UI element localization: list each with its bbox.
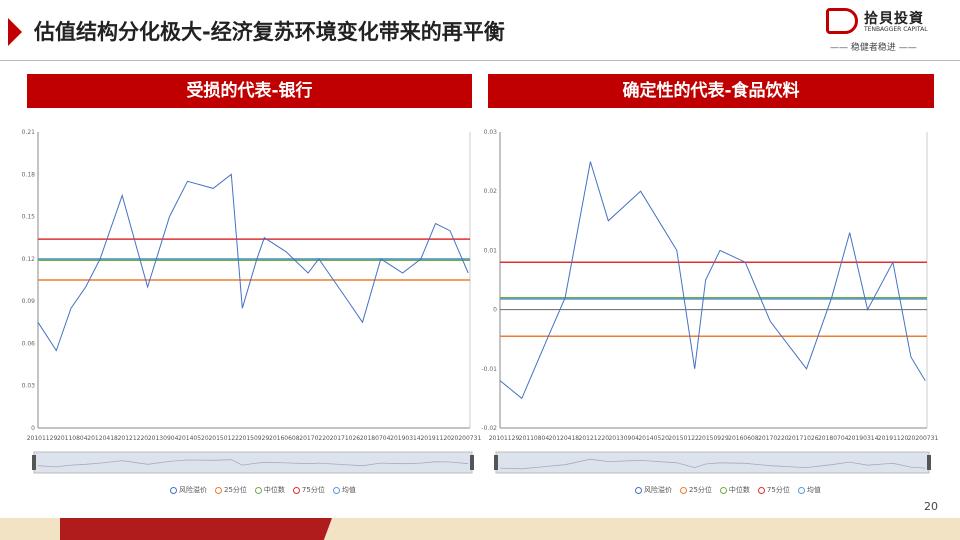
x-tick-label: 20190314 [848,435,879,442]
x-tick-label: 20171026 [330,435,361,442]
legend-marker-icon [635,486,642,494]
page-title: 估值结构分化极大-经济复苏环境变化带来的再平衡 [34,20,505,44]
legend-marker-icon [254,486,262,494]
legend-item[interactable]: 25分位 [680,485,712,495]
legend-food[interactable]: 风险溢价 25分位 中位数 75分位 均值 [635,485,821,495]
logo-cn: 拾貝投資 [864,11,924,27]
y-tick-label: 0.21 [22,129,36,136]
x-tick-label: 20110804 [519,435,550,442]
legend-label: 中位数 [263,486,285,494]
y-tick-label: 0 [31,425,35,432]
x-tick-label: 20140520 [178,435,209,442]
x-tick-label: 20200731 [908,435,939,442]
y-tick-label: 0.03 [484,129,498,136]
x-tick-label: 20200731 [451,435,482,442]
legend-label: 中位数 [728,486,750,494]
legend-marker-icon [292,486,300,494]
legend-item[interactable]: 中位数 [719,485,750,495]
datazoom-handle[interactable] [494,455,498,470]
datazoom-preview [499,458,926,470]
legend-marker-icon [332,486,340,494]
y-tick-label: 0 [493,307,497,314]
y-tick-label: 0.09 [22,298,36,305]
legend-marker-icon [797,486,805,494]
divider [0,60,960,61]
x-tick-label: 20180704 [360,435,391,442]
datazoom-slider[interactable] [33,451,473,474]
y-tick-label: -0.01 [481,366,497,373]
slogan: —— 稳健者稳进 —— [830,43,917,53]
risk-premium-line [37,173,469,352]
legend-label: 风险溢价 [179,486,207,494]
legend-item[interactable]: 均值 [332,485,356,495]
footer-red-band [60,518,332,540]
legend-label: 风险溢价 [644,486,672,494]
legend-label: 75分位 [301,486,325,494]
legend-item[interactable]: 风险溢价 [170,485,207,495]
legend-item[interactable]: 75分位 [292,485,325,495]
y-tick-label: -0.02 [481,425,497,432]
x-tick-label: 20120418 [87,435,118,442]
logo-en: TENBAGGER CAPITAL [864,26,928,33]
x-tick-label: 20171026 [788,435,819,442]
legend-label: 75分位 [766,486,790,494]
datazoom-handle[interactable] [32,455,36,470]
y-tick-label: 0.12 [22,256,36,263]
panel-title-bank: 受损的代表-银行 [27,74,472,108]
y-tick-label: 0.02 [484,188,498,195]
legend-item[interactable]: 75分位 [757,485,790,495]
logo-mark-icon [826,8,858,34]
x-tick-label: 20120418 [549,435,580,442]
panel-title-food: 确定性的代表-食品饮料 [488,74,934,108]
x-tick-label: 20160608 [728,435,759,442]
x-tick-label: 20150929 [698,435,729,442]
x-tick-label: 20101129 [489,435,520,442]
x-tick-label: 20160608 [269,435,300,442]
x-tick-label: 20180704 [818,435,849,442]
legend-item[interactable]: 25分位 [215,485,247,495]
x-tick-label: 20170220 [758,435,789,442]
datazoom-slider[interactable] [495,451,930,474]
legend-label: 25分位 [224,486,247,494]
x-tick-label: 20140520 [638,435,669,442]
x-tick-label: 20150929 [239,435,270,442]
risk-premium-line [499,161,926,400]
x-tick-label: 20110804 [57,435,88,442]
x-tick-label: 20130904 [148,435,179,442]
datazoom-handle[interactable] [470,455,474,470]
datazoom-preview [37,459,469,468]
x-tick-label: 20130904 [608,435,639,442]
x-tick-label: 20191120 [878,435,909,442]
legend-item[interactable]: 均值 [797,485,821,495]
x-tick-label: 20121220 [579,435,610,442]
legend-label: 25分位 [689,486,712,494]
legend-item[interactable]: 风险溢价 [635,485,672,495]
x-tick-label: 20121220 [118,435,149,442]
datazoom-handle[interactable] [927,455,931,470]
logo: 拾貝投資 TENBAGGER CAPITAL —— 稳健者稳进 —— [826,6,946,53]
legend-marker-icon [170,486,177,494]
y-tick-label: 0.06 [22,340,36,347]
legend-item[interactable]: 中位数 [254,485,285,495]
legend-bank[interactable]: 风险溢价 25分位 中位数 75分位 均值 [170,485,356,495]
legend-marker-icon [680,486,687,494]
x-tick-label: 20101129 [27,435,58,442]
x-tick-label: 20190314 [390,435,421,442]
legend-marker-icon [719,486,727,494]
x-tick-label: 20170220 [299,435,330,442]
page-number: 20 [924,500,938,513]
y-tick-label: 0.01 [484,247,498,254]
y-tick-label: 0.03 [22,383,36,390]
title-marker [8,18,22,46]
legend-label: 均值 [806,486,821,494]
x-tick-label: 20191120 [420,435,451,442]
legend-marker-icon [215,486,222,494]
y-tick-label: 0.15 [22,214,36,221]
y-tick-label: 0.18 [22,171,36,178]
x-tick-label: 20150122 [668,435,699,442]
legend-marker-icon [757,486,765,494]
x-tick-label: 20150122 [208,435,239,442]
legend-label: 均值 [341,486,356,494]
